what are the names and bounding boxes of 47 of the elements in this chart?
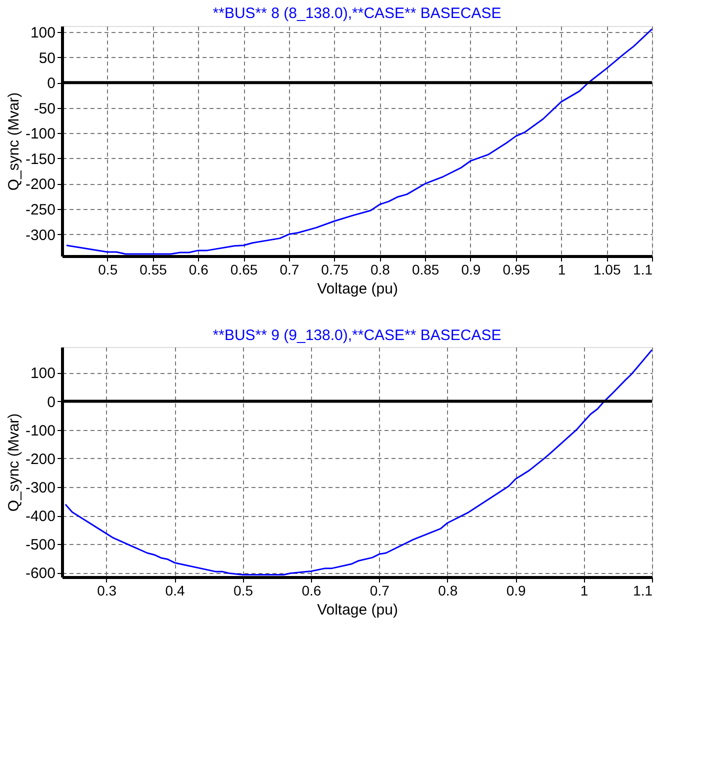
x-tick-label: 0.8 xyxy=(370,262,390,278)
x-tick-label: 1 xyxy=(580,582,588,598)
y-tick-label: 0 xyxy=(47,394,56,411)
x-tick-label: 0.75 xyxy=(321,262,349,278)
y-tick-label: -600 xyxy=(25,565,56,582)
x-tick-label: 0.5 xyxy=(234,582,254,598)
y-axis-title: Q_sync (Mvar) xyxy=(5,92,22,191)
line-series xyxy=(66,28,652,255)
x-tick-label: 0.9 xyxy=(461,262,481,278)
y-tick-label: -400 xyxy=(25,508,56,526)
y-tick-label: -150 xyxy=(25,150,56,168)
line-series xyxy=(64,349,652,576)
x-axis-title: Voltage (pu) xyxy=(317,280,398,298)
y-tick-label: -300 xyxy=(25,226,56,244)
y-tick-label: -500 xyxy=(25,536,56,554)
y-tick-label: 0 xyxy=(47,75,56,92)
x-tick-label: 0.65 xyxy=(230,262,258,278)
x-tick-label: 0.95 xyxy=(502,262,530,278)
chart-title: **BUS** 9 (9_138.0),**CASE** BASECASE xyxy=(212,327,502,344)
x-tick-label: 0.6 xyxy=(302,582,322,598)
x-tick-label: 1.1 xyxy=(633,582,653,598)
x-tick-label: 0.55 xyxy=(140,262,168,278)
y-tick-label: -50 xyxy=(34,100,56,118)
y-axis-title: Q_sync (Mvar) xyxy=(5,413,22,512)
y-tick-label: -100 xyxy=(25,126,56,143)
x-tick-label: 0.5 xyxy=(98,262,118,278)
x-tick-label: 1.05 xyxy=(593,262,621,278)
x-tick-label: 0.8 xyxy=(438,582,458,598)
y-tick-label: 100 xyxy=(30,365,56,382)
y-tick-label: -200 xyxy=(25,450,56,468)
y-tick-label: -100 xyxy=(25,422,56,440)
x-tick-label: 0.9 xyxy=(506,582,526,598)
x-tick-label: 0.7 xyxy=(370,582,390,598)
x-tick-label: 0.3 xyxy=(97,582,117,598)
y-tick-label: 100 xyxy=(30,24,56,42)
x-tick-label: 0.6 xyxy=(188,262,209,278)
y-tick-label: 50 xyxy=(38,50,56,67)
x-tick-label: 1 xyxy=(558,262,566,278)
x-tick-label: 0.85 xyxy=(412,262,440,278)
x-tick-label: 1.1 xyxy=(633,262,653,278)
x-axis-title: Voltage (pu) xyxy=(317,602,398,618)
y-tick-label: -200 xyxy=(25,176,56,194)
y-tick-label: -300 xyxy=(25,480,56,496)
y-tick-label: -250 xyxy=(25,201,56,218)
chart-title: **BUS** 8 (8_138.0),**CASE** BASECASE xyxy=(212,5,502,22)
x-tick-label: 0.7 xyxy=(280,262,300,278)
x-tick-label: 0.4 xyxy=(165,582,185,598)
